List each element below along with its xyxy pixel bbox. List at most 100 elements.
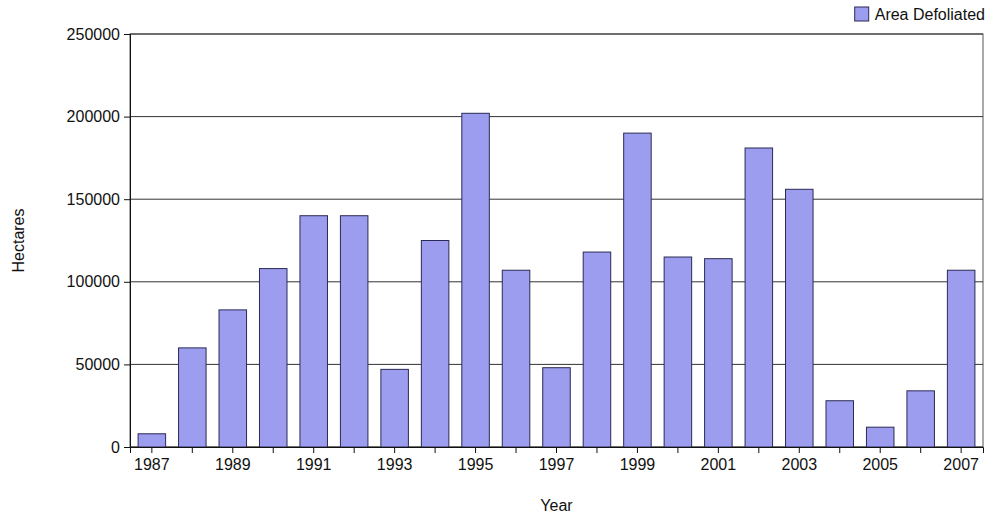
bar <box>583 252 611 447</box>
x-tick-mark <box>151 447 152 453</box>
x-tick <box>435 447 436 453</box>
x-tick <box>192 447 193 453</box>
x-tick <box>273 447 274 453</box>
bar <box>907 391 935 447</box>
x-tick-label: 2001 <box>701 456 737 473</box>
x-tick-mark <box>596 447 597 453</box>
x-tick: 2007 <box>943 447 979 473</box>
y-tick-mark <box>124 34 130 35</box>
legend-swatch <box>855 7 869 21</box>
plot: 0 50000 100000 150000 200000 250000 1987 1989 19… <box>67 26 984 474</box>
x-tick-label: 1999 <box>620 456 656 473</box>
legend: Area Defoliated <box>855 6 985 23</box>
bar <box>664 257 692 447</box>
y-tick-label: 50000 <box>76 356 121 373</box>
bar <box>947 270 975 447</box>
x-tick-label: 1991 <box>296 456 332 473</box>
y-tick-mark <box>124 364 130 365</box>
grid-line <box>130 116 983 117</box>
bar <box>138 434 166 447</box>
bar <box>745 148 773 447</box>
x-tick-label: 1997 <box>539 456 575 473</box>
x-tick-mark <box>880 447 881 453</box>
plot-frame <box>130 34 983 447</box>
x-tick-mark <box>192 447 193 453</box>
bar <box>300 216 328 447</box>
bar <box>826 401 854 447</box>
bars <box>138 113 975 447</box>
x-tick-mark <box>435 447 436 453</box>
y-axis: 0 50000 100000 150000 200000 250000 <box>67 26 131 456</box>
grid-line <box>130 199 983 200</box>
bar <box>179 348 207 447</box>
x-tick: 1993 <box>377 447 413 473</box>
x-axis-title: Year <box>540 497 573 514</box>
y-tick: 200000 <box>67 108 130 125</box>
x-tick-mark <box>718 447 719 453</box>
x-tick-label: 1987 <box>134 456 170 473</box>
x-tick: 2003 <box>781 447 817 473</box>
bar <box>502 270 530 447</box>
x-tick-mark <box>556 447 557 453</box>
x-tick-mark <box>232 447 233 453</box>
x-tick: 1997 <box>539 447 575 473</box>
y-tick-label: 100000 <box>67 273 120 290</box>
y-tick: 100000 <box>67 273 130 290</box>
x-tick <box>354 447 355 453</box>
y-tick-mark <box>124 282 130 283</box>
x-tick-mark <box>273 447 274 453</box>
x-tick-mark <box>677 447 678 453</box>
x-tick-label: 2005 <box>862 456 898 473</box>
bar <box>421 241 449 448</box>
x-tick-mark <box>394 447 395 453</box>
x-tick-mark <box>637 447 638 453</box>
bar <box>705 259 733 447</box>
y-tick-label: 0 <box>111 439 120 456</box>
grid-line <box>130 281 983 282</box>
x-tick <box>596 447 597 453</box>
bar <box>340 216 368 447</box>
chart: 0 50000 100000 150000 200000 250000 1987 1989 19… <box>0 0 991 525</box>
y-tick-label: 150000 <box>67 191 120 208</box>
bar <box>866 427 894 447</box>
y-tick-mark <box>124 117 130 118</box>
bar <box>381 369 409 447</box>
x-tick: 1999 <box>620 447 656 473</box>
x-tick-mark <box>920 447 921 453</box>
x-tick-label: 2007 <box>943 456 979 473</box>
x-tick-mark <box>516 447 517 453</box>
x-tick <box>677 447 678 453</box>
x-tick-mark <box>961 447 962 453</box>
x-tick <box>516 447 517 453</box>
y-tick: 50000 <box>76 356 131 373</box>
x-tick: 1987 <box>134 447 170 473</box>
x-tick-label: 1995 <box>458 456 494 473</box>
x-tick-mark <box>313 447 314 453</box>
x-tick: 2005 <box>862 447 898 473</box>
y-tick-label: 250000 <box>67 26 120 43</box>
x-tick-label: 1993 <box>377 456 413 473</box>
x-tick: 1991 <box>296 447 332 473</box>
grid-line <box>130 364 983 365</box>
grid <box>130 34 983 447</box>
bar <box>543 368 571 447</box>
bar <box>624 133 652 447</box>
y-tick-label: 200000 <box>67 108 120 125</box>
x-tick-label: 2003 <box>781 456 817 473</box>
x-tick-mark <box>354 447 355 453</box>
x-tick-mark <box>799 447 800 453</box>
y-axis-line <box>124 35 131 448</box>
x-tick-label: 1989 <box>215 456 251 473</box>
y-tick-mark <box>124 447 130 448</box>
bar <box>219 310 247 447</box>
grid-line <box>130 34 983 35</box>
x-tick-mark <box>758 447 759 453</box>
y-axis-title: Hectares <box>10 208 27 272</box>
x-tick <box>758 447 759 453</box>
x-tick: 1995 <box>458 447 494 473</box>
x-tick: 1989 <box>215 447 251 473</box>
legend-item: Area Defoliated <box>855 6 985 23</box>
y-tick: 0 <box>111 439 130 456</box>
x-tick-mark <box>839 447 840 453</box>
x-tick <box>839 447 840 453</box>
